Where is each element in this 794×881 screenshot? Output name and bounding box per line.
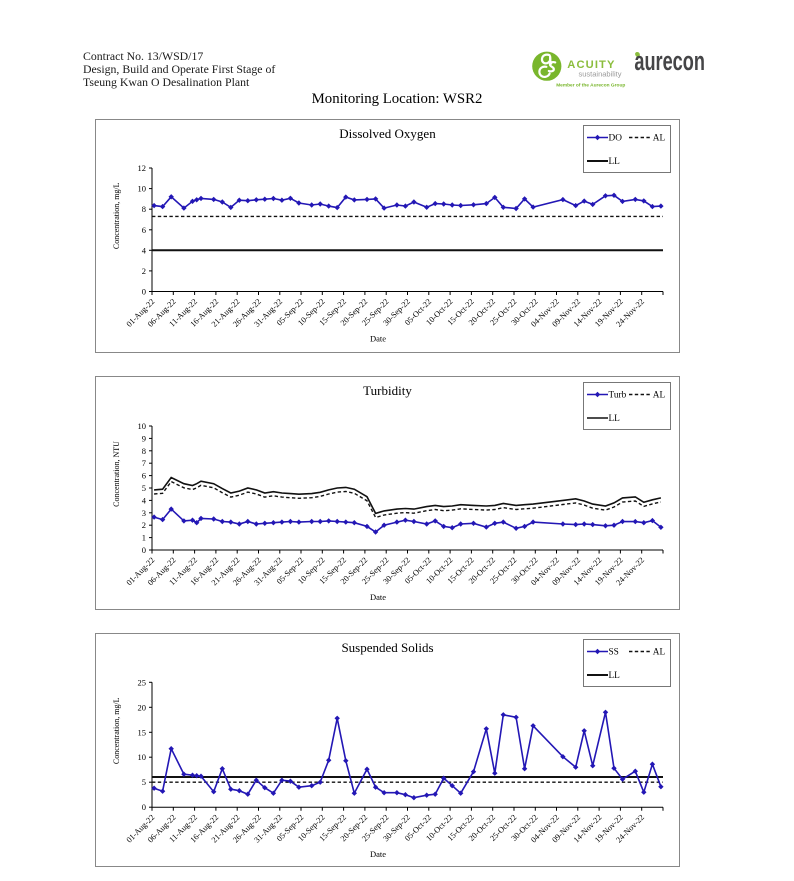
svg-text:LL: LL [609,671,621,681]
svg-text:9: 9 [142,433,146,443]
svg-text:15: 15 [138,727,147,737]
svg-text:0: 0 [142,802,146,812]
svg-text:1: 1 [142,533,146,543]
svg-text:10: 10 [138,184,147,194]
svg-text:AL: AL [653,648,666,658]
svg-text:LL: LL [609,414,621,424]
svg-text:Suspended Solids: Suspended Solids [341,640,433,655]
svg-text:sustainability: sustainability [579,69,622,78]
svg-text:Member of the Aurecon Group: Member of the Aurecon Group [556,82,625,88]
svg-text:5: 5 [142,777,146,787]
svg-text:10: 10 [138,421,147,431]
svg-text:6: 6 [142,471,146,481]
svg-text:ACUITY: ACUITY [567,59,615,71]
svg-text:Date: Date [370,849,386,859]
svg-text:3: 3 [142,508,146,518]
svg-text:aurecon: aurecon [634,47,705,76]
svg-text:0: 0 [142,287,146,297]
svg-text:8: 8 [142,446,146,456]
svg-text:25: 25 [138,677,147,687]
svg-text:DO: DO [609,134,623,144]
svg-text:Concentration, NTU: Concentration, NTU [112,441,121,507]
svg-text:20: 20 [138,702,147,712]
svg-text:4: 4 [142,495,147,505]
svg-text:SS: SS [609,648,619,658]
svg-text:2: 2 [142,266,146,276]
svg-text:Date: Date [370,592,386,602]
svg-text:AL: AL [653,134,666,144]
svg-text:7: 7 [142,458,146,468]
svg-text:4: 4 [142,245,147,255]
svg-text:2: 2 [142,520,146,530]
svg-text:Date: Date [370,334,386,344]
svg-text:5: 5 [142,483,146,493]
svg-text:10: 10 [138,752,147,762]
svg-text:Dissolved Oxygen: Dissolved Oxygen [339,126,436,141]
svg-text:Concentration, mg/L: Concentration, mg/L [112,182,121,249]
svg-text:6: 6 [142,225,146,235]
svg-text:0: 0 [142,545,146,555]
svg-text:Concentration, mg/L: Concentration, mg/L [112,697,121,764]
svg-text:Turbidity: Turbidity [363,383,412,398]
svg-text:AL: AL [653,391,666,401]
svg-text:Turb: Turb [609,391,627,401]
svg-text:LL: LL [609,157,621,167]
svg-text:12: 12 [138,163,147,173]
svg-text:8: 8 [142,204,146,214]
